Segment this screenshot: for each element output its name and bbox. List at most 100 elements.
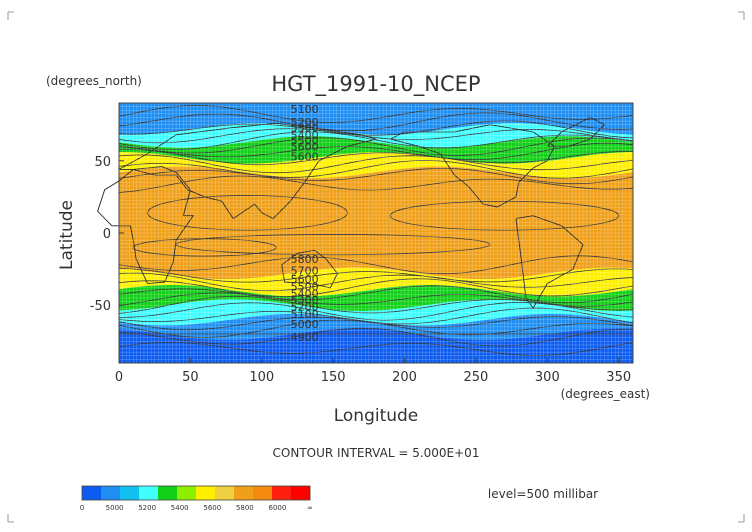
chart-title: HGT_1991-10_NCEP [271,72,480,97]
contour-label: 5600 [291,150,319,163]
contour-line [118,175,634,193]
x-tick-label: 50 [182,370,199,385]
colorbar-swatch [234,486,254,500]
coastlines [97,116,633,335]
coastline [515,215,584,309]
contour-label: 5500 [291,280,319,293]
corner-mark-tl [7,11,14,20]
level-label: level=500 millibar [488,487,598,501]
contour-interval: CONTOUR INTERVAL = 5.000E+01 [273,446,480,460]
x-tick-label: 0 [115,370,123,385]
contour-line [118,319,634,338]
contour-line [118,142,634,161]
y-axis-label: Latitude [57,200,77,270]
contour-label: 5200 [291,116,319,129]
contour-line [118,278,634,298]
coastline [390,124,556,208]
corner-mark-tr [738,11,745,20]
contour-line [118,120,634,139]
contour-line [118,131,634,150]
contour-lines [118,105,634,356]
band-2 [119,136,633,164]
y-ticks: 50 0 -50 [90,155,124,314]
contour-line [118,137,634,156]
colorbar-swatch [101,486,121,500]
colorbar-swatch [177,486,197,500]
contour-label: 4900 [291,331,319,344]
contour-label: 5200 [291,301,319,314]
colorbar-tick-label: ∞ [307,504,313,512]
contour-label: 5500 [291,135,319,148]
contour-line [118,168,634,185]
colorbar-frame [81,485,311,501]
contour-line [118,154,634,174]
contour-label: 5400 [291,288,319,301]
colorbar-swatch [158,486,178,500]
colorbar-tick-label: 5400 [171,504,189,512]
contour-line [118,128,634,144]
y-tick-label: 50 [94,155,111,170]
colorbar-tick-label: 5600 [203,504,221,512]
contour-label: 5000 [291,318,319,331]
colorbar-swatch [215,486,235,500]
contour-line [118,105,634,123]
band-6 [119,285,633,311]
y-tick-label: 0 [103,227,111,242]
contour-label: 5800 [291,253,319,266]
grid-lines [118,102,634,364]
x-tick-label: 350 [606,370,631,385]
contour-line [118,327,634,347]
coastline [97,166,195,285]
colorbar-swatch [139,486,159,500]
contour-line [147,195,348,231]
colorbar-ticks: 0 5000 5200 5400 5600 5800 6000 ∞ [80,504,313,512]
colorbar-swatch [253,486,273,500]
y-units-label: (degrees_north) [46,74,142,88]
coastline [118,122,378,220]
contour-line [118,295,634,314]
contour-line [389,200,620,231]
colorbar-tick-label: 6000 [269,504,287,512]
contour-line [118,112,634,132]
colorbar-swatch [196,486,216,500]
corner-mark-br [738,514,745,523]
colorbar [81,485,311,501]
coastline [546,116,606,147]
x-ticks: 0 50 100 150 200 250 300 350 [115,358,631,385]
colorbar-tick-label: 5000 [106,504,124,512]
contour-labels: 5100520053005400550056005600580057005600… [291,103,319,344]
contour-line [118,268,634,283]
contour-line [132,238,277,257]
colorbar-swatch [120,486,140,500]
corner-mark-bl [7,514,14,523]
contour-line [118,285,634,304]
x-axis-label: Longitude [334,406,419,426]
band-4 [119,166,633,280]
colorbar-swatch [82,486,102,500]
contour-label: 5300 [291,122,319,135]
contour-label: 5400 [291,129,319,142]
contour-line [118,149,634,166]
contour-label: 5300 [291,293,319,306]
contour-label: 5100 [291,103,319,116]
x-tick-label: 150 [321,370,346,385]
contour-label: 5600 [291,140,319,153]
contour-label: 5600 [291,273,319,286]
contour-label: 5700 [291,265,319,278]
contour-line [175,234,491,256]
coastline [281,249,338,289]
contour-line [119,302,634,321]
contour-line [118,272,634,292]
colorbar-tick-label: 5200 [138,504,156,512]
x-tick-label: 200 [392,370,417,385]
colorbar-tick-label: 0 [80,504,84,512]
x-tick-label: 250 [464,370,489,385]
x-tick-label: 300 [535,370,560,385]
colorbar-swatch [291,486,311,500]
colorbar-tick-label: 5800 [236,504,254,512]
x-units-label: (degrees_east) [561,387,650,401]
x-tick-label: 100 [249,370,274,385]
contour-label: 5100 [291,308,319,321]
contour-line [118,160,634,179]
